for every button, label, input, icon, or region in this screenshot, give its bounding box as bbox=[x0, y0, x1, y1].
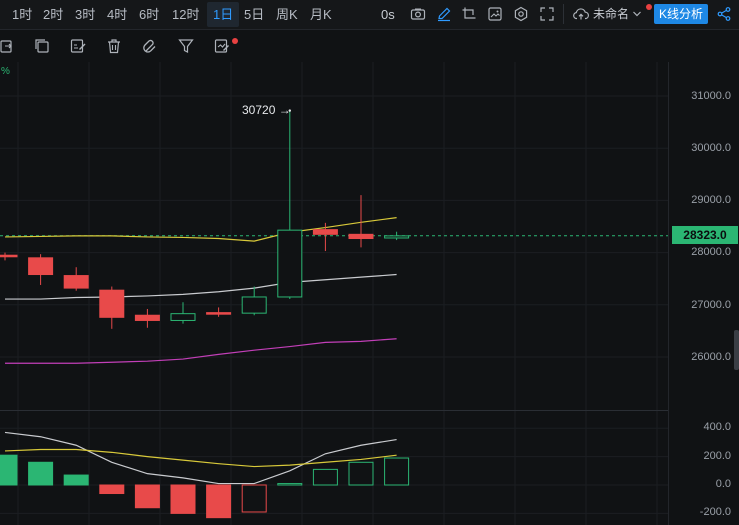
macd-bar-negative bbox=[206, 484, 232, 519]
zero-seconds-label[interactable]: 0s bbox=[381, 7, 395, 22]
timeframe-week[interactable]: 周K bbox=[276, 7, 298, 22]
timeframe-1d[interactable]: 1日 bbox=[207, 2, 240, 27]
candle-down bbox=[348, 233, 374, 240]
copy-icon[interactable] bbox=[34, 38, 50, 54]
layout-name[interactable]: 未命名 bbox=[593, 7, 630, 21]
ma-line-yellow bbox=[4, 217, 397, 242]
price-tick-27000: 27000.0 bbox=[691, 299, 731, 311]
candle-up bbox=[277, 229, 303, 298]
candle-down bbox=[63, 275, 89, 289]
cloud-icon[interactable] bbox=[572, 6, 589, 22]
candle-up bbox=[384, 235, 410, 239]
price-tick-26000: 26000.0 bbox=[691, 351, 731, 363]
candle-up bbox=[241, 296, 267, 314]
macd-dif-line bbox=[4, 431, 397, 485]
notification-dot bbox=[646, 4, 652, 10]
timeframe-month[interactable]: 月K bbox=[310, 7, 332, 22]
max-price-label: 30720 → bbox=[242, 103, 291, 117]
candlestick-chart[interactable] bbox=[0, 62, 668, 525]
candle-down bbox=[206, 312, 232, 315]
timeframe-2h[interactable]: 2时 bbox=[43, 7, 64, 22]
kline-analysis-button[interactable]: K线分析 bbox=[654, 4, 708, 24]
candle-up bbox=[170, 313, 196, 321]
export-icon[interactable] bbox=[0, 38, 16, 54]
current-price-label: 28323.0 bbox=[672, 226, 738, 244]
percent-label: % bbox=[1, 66, 10, 77]
pane-separator bbox=[0, 410, 668, 411]
macd-tick-neg200: -200.0 bbox=[699, 506, 731, 518]
macd-bar-positive bbox=[312, 468, 338, 486]
timeframe-5d[interactable]: 5日 bbox=[244, 7, 265, 22]
scrollbar[interactable] bbox=[734, 330, 739, 370]
camera-icon[interactable] bbox=[410, 6, 426, 22]
macd-bar-negative bbox=[170, 484, 196, 514]
macd-bar-positive bbox=[348, 461, 374, 486]
ma-line-pink bbox=[5, 338, 397, 364]
candle-down bbox=[312, 229, 338, 235]
timeframe-12h[interactable]: 12时 bbox=[172, 7, 200, 22]
max-price-marker bbox=[288, 109, 291, 112]
settings-icon[interactable] bbox=[513, 6, 529, 22]
candle-down bbox=[0, 254, 18, 258]
drawing-toolbar bbox=[0, 30, 739, 62]
macd-tick-200: 200.0 bbox=[703, 450, 731, 462]
pencil-icon[interactable] bbox=[436, 6, 452, 22]
trash-icon[interactable] bbox=[106, 38, 122, 54]
filter-icon[interactable] bbox=[178, 38, 194, 54]
macd-bar-positive bbox=[63, 474, 89, 486]
price-tick-31000: 31000.0 bbox=[691, 90, 731, 102]
indicator-edit-icon[interactable] bbox=[214, 38, 230, 54]
timeframe-6h[interactable]: 6时 bbox=[139, 7, 160, 22]
image-icon[interactable] bbox=[487, 6, 503, 22]
timeframe-4h[interactable]: 4时 bbox=[107, 7, 128, 22]
ma-line-white bbox=[5, 273, 397, 300]
candle-down bbox=[99, 289, 125, 318]
crop-icon[interactable] bbox=[461, 6, 477, 22]
price-tick-29000: 29000.0 bbox=[691, 194, 731, 206]
macd-bar-positive bbox=[28, 461, 54, 486]
price-axis-border bbox=[668, 62, 669, 525]
macd-bar-positive bbox=[384, 457, 410, 486]
top-toolbar: 1时 2时 3时 4时 6时 12时 1日 5日 周K 月K 0s 未命名 K线… bbox=[0, 0, 739, 30]
magnet-icon[interactable] bbox=[142, 38, 158, 54]
timeframe-1h[interactable]: 1时 bbox=[12, 7, 33, 22]
toolbar-divider bbox=[563, 4, 564, 24]
macd-tick-0: 0.0 bbox=[715, 478, 731, 490]
candle-down bbox=[28, 257, 54, 276]
price-tick-30000: 30000.0 bbox=[691, 142, 731, 154]
price-tick-28000: 28000.0 bbox=[691, 246, 731, 258]
macd-bar-negative bbox=[134, 484, 160, 509]
edit-icon[interactable] bbox=[70, 38, 86, 54]
chevron-down-icon[interactable] bbox=[632, 6, 642, 22]
share-icon[interactable] bbox=[716, 6, 732, 22]
timeframe-3h[interactable]: 3时 bbox=[75, 7, 96, 22]
indicator-red-dot bbox=[232, 38, 238, 44]
macd-bar-negative bbox=[99, 484, 125, 495]
macd-tick-400: 400.0 bbox=[703, 421, 731, 433]
macd-dea-line bbox=[4, 448, 397, 468]
macd-bar-negative bbox=[241, 484, 267, 513]
macd-bar-positive bbox=[277, 483, 303, 486]
fullscreen-icon[interactable] bbox=[539, 6, 555, 22]
candle-down bbox=[134, 314, 160, 321]
macd-bar-positive bbox=[0, 454, 18, 486]
